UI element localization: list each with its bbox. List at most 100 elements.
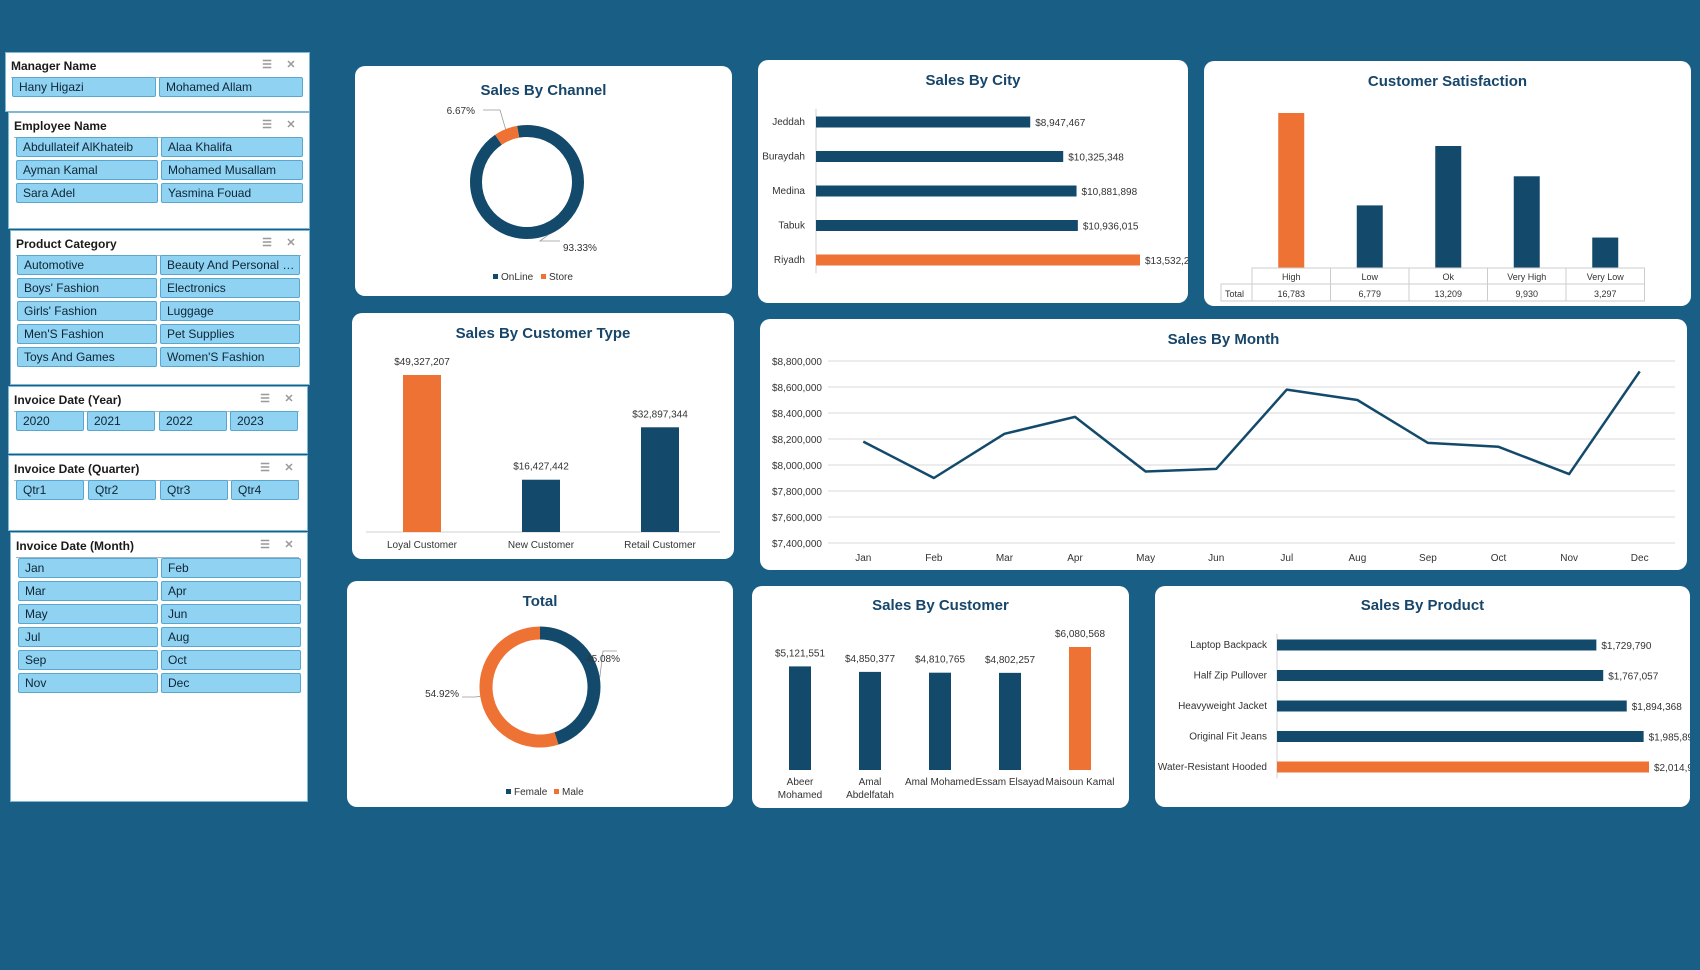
multi-select-icon[interactable]: ☰ (260, 539, 270, 551)
donut-plot: 45.08% 54.92% Female Male (425, 626, 620, 798)
tick-label: $8,200,000 (772, 435, 822, 446)
bar (1435, 146, 1462, 268)
slicer-item[interactable]: Pet Supplies (160, 324, 300, 344)
chart-sales-by-month: Sales By Month $7,400,000 $7,600,000 $7,80… (760, 319, 1687, 570)
slicer-title: Invoice Date (Month) (16, 539, 135, 553)
tick-label: Dec (1631, 553, 1649, 564)
bar (403, 375, 441, 532)
clear-filter-icon[interactable]: ✕ (286, 237, 296, 249)
multi-select-icon[interactable]: ☰ (262, 59, 272, 71)
slicer-item[interactable]: Mohamed Musallam (161, 160, 303, 180)
bar-plot: Jeddah $8,947,467 Buraydah $10,325,348 Medin… (762, 108, 1188, 274)
bar (816, 151, 1064, 162)
tick-label: Amal (859, 777, 882, 788)
slicer-item[interactable]: Sep (18, 650, 158, 670)
slicer-item[interactable]: Luggage (160, 301, 300, 321)
slicer-item[interactable]: Apr (161, 581, 301, 601)
slicer-item[interactable]: Jan (18, 558, 158, 578)
tick-label: Jan (855, 553, 871, 564)
slicer-item[interactable]: Mohamed Allam (159, 77, 303, 97)
slicer-item[interactable]: Mar (18, 581, 158, 601)
multi-select-icon[interactable]: ☰ (262, 119, 272, 131)
bar-plot: $5,121,551 Abeer Mohamed $4,850,377 Amal Abde… (775, 629, 1115, 801)
bar (1277, 761, 1649, 773)
slicer-item[interactable]: Ayman Kamal (16, 160, 158, 180)
slicer-manager-name: Manager Name ☰ ✕ Hany Higazi Mohamed All… (5, 52, 310, 112)
chart-total-by-gender: Total 45.08% 54.92% Female Male (347, 581, 733, 807)
clear-filter-icon[interactable]: ✕ (284, 539, 294, 551)
slicer-item[interactable]: Beauty And Personal C... (160, 255, 300, 275)
tick-label: Ok (1442, 272, 1454, 282)
table-value: 13,209 (1434, 289, 1462, 299)
slicer-item[interactable]: Abdullateif AlKhateib (16, 137, 158, 157)
slicer-item[interactable]: 2020 (16, 411, 84, 431)
tick-label: Jun (1208, 553, 1224, 564)
tick-label: Maisoun Kamal (1046, 777, 1115, 788)
slicer-item[interactable]: Aug (161, 627, 301, 647)
clear-filter-icon[interactable]: ✕ (284, 393, 294, 405)
table-row-header (1220, 283, 1253, 302)
slicer-item[interactable]: Alaa Khalifa (161, 137, 303, 157)
slicer-item[interactable]: Qtr2 (88, 480, 156, 500)
slicer-item[interactable]: Qtr4 (231, 480, 299, 500)
chart-sales-by-channel: Sales By Channel 93.33% 6.67% OnLine Store (355, 66, 732, 296)
multi-select-icon[interactable]: ☰ (260, 393, 270, 405)
donut-slice (479, 626, 559, 748)
slicer-invoice-year: Invoice Date (Year) ☰ ✕ 2020 2021 2022 2… (8, 386, 308, 454)
bar (1592, 237, 1619, 268)
slicer-item[interactable]: Feb (161, 558, 301, 578)
leader-line (599, 650, 617, 678)
slicer-item[interactable]: Men'S Fashion (17, 324, 157, 344)
slicer-item[interactable]: Nov (18, 673, 158, 693)
slicer-item[interactable]: 2021 (87, 411, 155, 431)
chart-title: Sales By Product (1360, 597, 1485, 614)
tick-label: Buraydah (762, 152, 805, 163)
slicer-item[interactable]: Qtr3 (160, 480, 228, 500)
chart-title: Sales By City (925, 72, 1021, 89)
tick-label: Very High (1507, 272, 1546, 282)
tick-label: Abeer (787, 777, 814, 788)
clear-filter-icon[interactable]: ✕ (286, 119, 296, 131)
clear-filter-icon[interactable]: ✕ (284, 462, 294, 474)
slicer-item[interactable]: 2022 (159, 411, 227, 431)
slicer-item[interactable]: Jun (161, 604, 301, 624)
slicer-item[interactable]: Jul (18, 627, 158, 647)
data-label: $1,894,368 (1632, 702, 1682, 713)
slicer-item[interactable]: Yasmina Fouad (161, 183, 303, 203)
tick-label: $8,800,000 (772, 357, 822, 368)
bar (816, 185, 1077, 197)
tick-label: Abdelfatah (846, 790, 894, 801)
bar (1277, 639, 1597, 651)
slicer-item[interactable]: 2023 (230, 411, 298, 431)
data-label: $1,985,893 (1649, 733, 1690, 744)
tick-label: Laptop Backpack (1190, 640, 1268, 651)
multi-select-icon[interactable]: ☰ (262, 237, 272, 249)
clear-filter-icon[interactable]: ✕ (286, 59, 296, 71)
slicer-item[interactable]: Electronics (160, 278, 300, 298)
slicer-item[interactable]: Qtr1 (16, 480, 84, 500)
slicer-item[interactable]: Dec (161, 673, 301, 693)
slicer-item[interactable]: Automotive (17, 255, 157, 275)
slicer-item[interactable]: Toys And Games (17, 347, 157, 367)
multi-select-icon[interactable]: ☰ (260, 462, 270, 474)
tick-label: Mar (996, 553, 1014, 564)
slicer-month-header: Invoice Date (Month) ☰ ✕ (16, 537, 299, 558)
tick-label: Feb (925, 553, 943, 564)
bar (1277, 670, 1604, 681)
data-label: $4,850,377 (845, 654, 895, 665)
slicer-item[interactable]: Women'S Fashion (160, 347, 300, 367)
table-value: 9,930 (1515, 289, 1538, 299)
slicer-item[interactable]: Sara Adel (16, 183, 158, 203)
slicer-item[interactable]: Oct (161, 650, 301, 670)
chart-title: Sales By Month (1167, 331, 1280, 348)
slicer-item[interactable]: Hany Higazi (12, 77, 156, 97)
slicer-quarter-header: Invoice Date (Quarter) ☰ ✕ (14, 460, 299, 481)
chart-sales-by-customer: Sales By Customer $5,121,551 Abeer Mohamed… (752, 586, 1129, 808)
slicer-item[interactable]: Girls' Fashion (17, 301, 157, 321)
data-label: $4,810,765 (915, 655, 965, 666)
slicer-item[interactable]: May (18, 604, 158, 624)
data-label: $16,427,442 (513, 462, 569, 473)
legend-entry: OnLine (501, 272, 534, 283)
tick-label: Mohamed (778, 790, 822, 801)
slicer-item[interactable]: Boys' Fashion (17, 278, 157, 298)
